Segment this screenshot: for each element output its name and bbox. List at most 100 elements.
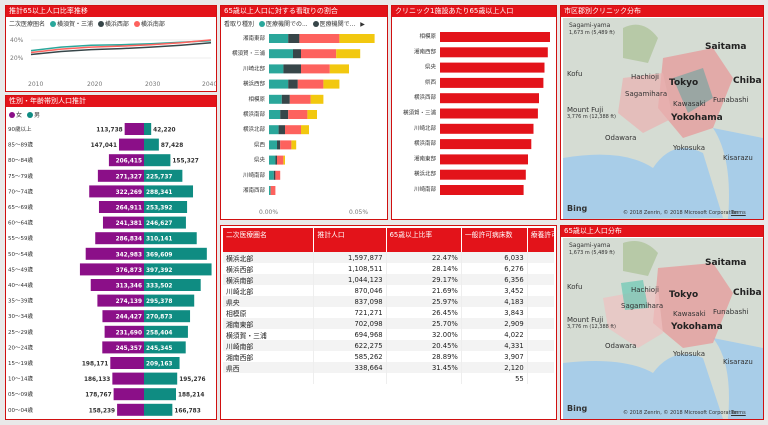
male-bar[interactable]	[144, 388, 176, 401]
bar[interactable]	[440, 169, 526, 180]
female-bar[interactable]	[102, 341, 144, 354]
male-bar[interactable]	[144, 154, 171, 167]
series-line[interactable]	[30, 42, 212, 56]
bar-segment[interactable]	[291, 140, 297, 150]
bar-segment[interactable]	[270, 186, 276, 195]
bar-segment[interactable]	[339, 34, 375, 43]
male-bar[interactable]	[144, 357, 180, 369]
bar-segment[interactable]	[269, 155, 276, 165]
female-bar[interactable]	[89, 185, 144, 198]
female-bar[interactable]	[112, 372, 144, 385]
female-bar[interactable]	[108, 154, 144, 167]
bar-segment[interactable]	[299, 34, 340, 43]
map[interactable]: Sagami-yama 1,673 m (5,489 ft) Saitama T…	[563, 238, 763, 419]
male-bar[interactable]	[144, 138, 159, 151]
bar-segment[interactable]	[269, 140, 277, 150]
column-header[interactable]: 65歳以上比率	[386, 228, 462, 253]
bar-segment[interactable]	[301, 64, 330, 74]
male-bar[interactable]	[144, 123, 152, 135]
bar[interactable]	[440, 123, 534, 134]
female-bar[interactable]	[85, 247, 144, 260]
male-bar[interactable]	[144, 216, 186, 229]
female-bar[interactable]	[90, 279, 144, 291]
column-header[interactable]: 二次医療圏名	[223, 228, 315, 253]
bar-segment[interactable]	[277, 140, 281, 150]
legend-item[interactable]: 医療機関での...	[265, 21, 308, 28]
table-scroll[interactable]: 二次医療圏名推計人口65歳以上比率一般許可病床数療養許可病床数一般1床あたり人口…	[223, 228, 554, 417]
bar-segment[interactable]	[269, 49, 293, 59]
female-bar[interactable]	[102, 216, 144, 229]
map-terms-link[interactable]: Terms	[731, 410, 746, 416]
legend-item[interactable]: 横須賀・三浦	[56, 21, 93, 28]
bar[interactable]	[440, 32, 550, 42]
bar[interactable]	[440, 77, 544, 88]
male-bar[interactable]	[144, 372, 178, 385]
bar-segment[interactable]	[269, 186, 271, 195]
bar-segment[interactable]	[275, 155, 277, 165]
legend-item[interactable]: 女	[16, 112, 23, 119]
male-bar[interactable]	[144, 310, 191, 323]
female-bar[interactable]	[95, 232, 144, 245]
bar-segment[interactable]	[269, 34, 289, 43]
female-bar[interactable]	[110, 357, 144, 369]
legend-item[interactable]: 医療機関で...	[319, 21, 356, 28]
bar-segment[interactable]	[269, 170, 274, 180]
bar[interactable]	[440, 93, 539, 104]
female-bar[interactable]	[124, 123, 144, 135]
bar-segment[interactable]	[307, 110, 317, 119]
column-header[interactable]: 推計人口	[313, 228, 387, 253]
bar-segment[interactable]	[288, 110, 308, 119]
female-bar[interactable]	[119, 138, 144, 151]
bar-segment[interactable]	[297, 79, 324, 89]
bar-segment[interactable]	[289, 94, 311, 104]
bar-segment[interactable]	[301, 125, 309, 135]
male-bar[interactable]	[144, 232, 197, 245]
bar-segment[interactable]	[269, 125, 279, 135]
legend-item[interactable]: 横浜南部	[140, 21, 165, 28]
bar-segment[interactable]	[281, 94, 290, 104]
male-bar[interactable]	[144, 247, 207, 260]
bar-segment[interactable]	[329, 64, 349, 74]
bar-segment[interactable]	[278, 125, 285, 135]
bar-segment[interactable]	[269, 110, 281, 119]
table-row[interactable]: 横浜西部1,108,51128.14%6,2761,401176.63222.6…	[223, 263, 554, 275]
male-bar[interactable]	[144, 185, 194, 198]
bar[interactable]	[440, 62, 545, 73]
female-bar[interactable]	[102, 310, 144, 323]
bar[interactable]	[440, 139, 532, 150]
female-bar[interactable]	[104, 325, 144, 338]
bar[interactable]	[440, 47, 548, 58]
bar-segment[interactable]	[269, 79, 289, 89]
bar-segment[interactable]	[310, 94, 324, 104]
legend-item[interactable]: 男	[33, 112, 40, 119]
table-row[interactable]: 550	[223, 373, 554, 385]
bar[interactable]	[440, 108, 538, 119]
legend-next-arrow[interactable]: ▶	[360, 21, 365, 28]
bar-segment[interactable]	[280, 110, 289, 119]
bar-segment[interactable]	[269, 64, 284, 74]
female-bar[interactable]	[113, 388, 144, 401]
bar-segment[interactable]	[283, 155, 285, 165]
column-header[interactable]: 一般許可病床数	[461, 228, 528, 253]
bar-segment[interactable]	[277, 155, 284, 165]
column-header[interactable]: 療養許可病床数	[527, 228, 554, 253]
legend-item[interactable]: 横浜西部	[104, 21, 129, 28]
table-row[interactable]: 横須賀・三浦694,96832.00%4,0221,156172.79192.3…	[223, 329, 554, 341]
bar-segment[interactable]	[273, 170, 276, 180]
bar-segment[interactable]	[288, 34, 300, 43]
bar-segment[interactable]	[285, 125, 301, 135]
male-bar[interactable]	[144, 325, 188, 338]
bar-segment[interactable]	[301, 49, 337, 59]
female-bar[interactable]	[98, 201, 144, 213]
bar-segment[interactable]	[323, 79, 340, 89]
female-bar[interactable]	[97, 294, 144, 307]
map[interactable]: Sagami-yama 1,673 m (5,489 ft) Saitama T…	[563, 18, 763, 219]
bar[interactable]	[440, 185, 524, 195]
bar-segment[interactable]	[283, 64, 301, 74]
male-bar[interactable]	[144, 341, 186, 354]
